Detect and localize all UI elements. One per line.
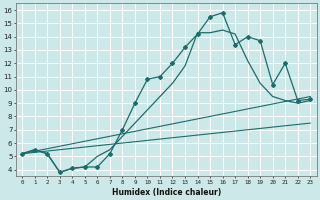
X-axis label: Humidex (Indice chaleur): Humidex (Indice chaleur) [112,188,221,197]
